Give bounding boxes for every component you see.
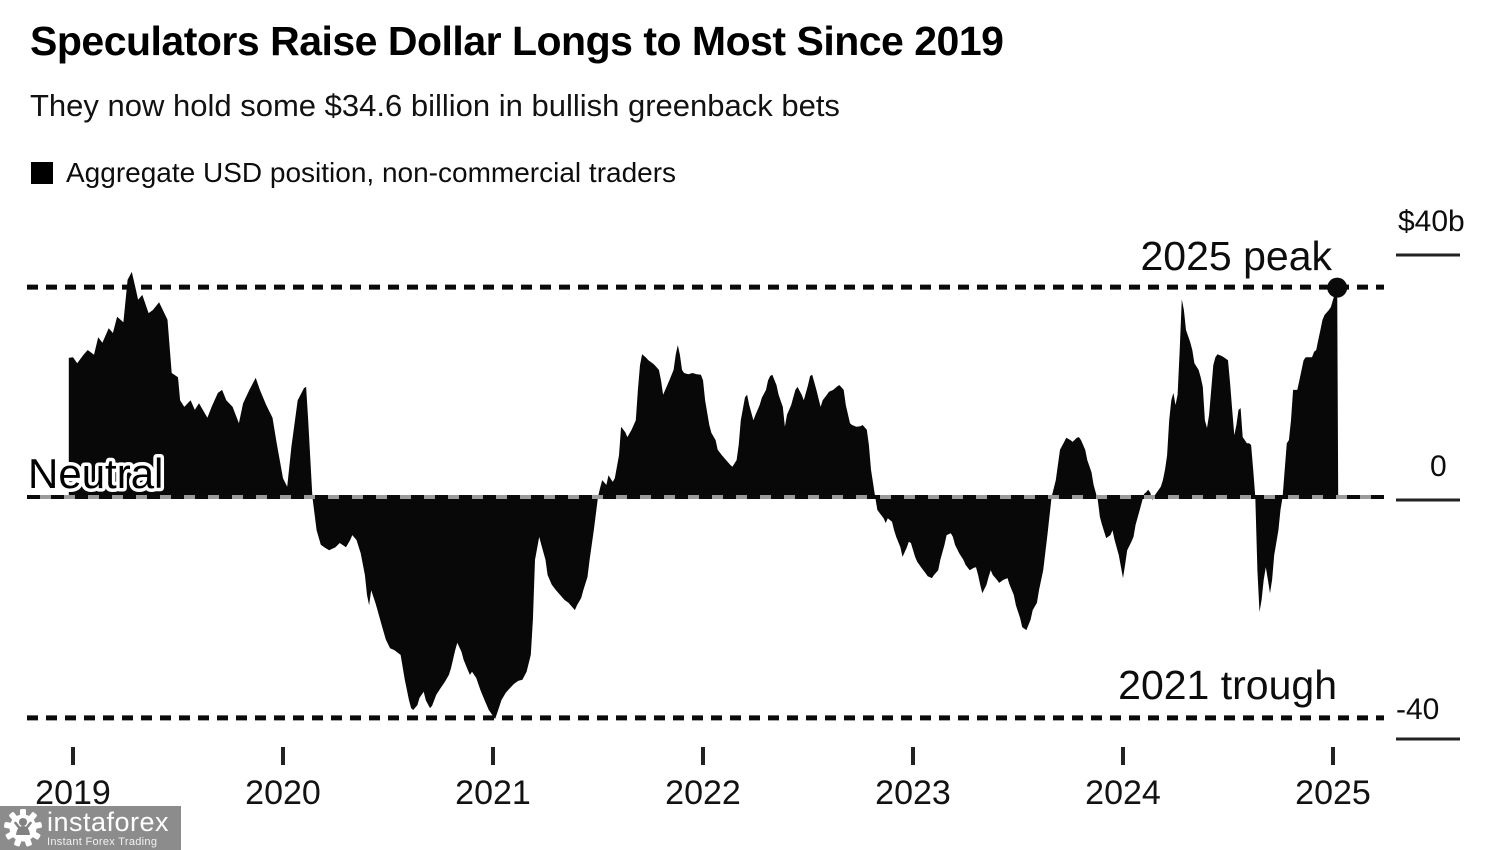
watermark: instaforex Instant Forex Trading	[0, 806, 181, 850]
y-axis-label-minus40: -40	[1396, 693, 1440, 726]
latest-point-dot	[1327, 277, 1348, 298]
watermark-tagline: Instant Forex Trading	[47, 835, 158, 848]
trough-annotation: 2021 trough	[1118, 662, 1337, 708]
x-axis-label-2022: 2022	[665, 774, 741, 812]
peak-annotation: 2025 peak	[1140, 233, 1332, 279]
watermark-brand: instaforex	[47, 806, 170, 837]
page-title: Speculators Raise Dollar Longs to Most S…	[30, 18, 1004, 64]
x-axis-label-2023: 2023	[875, 774, 951, 812]
chart-subtitle: They now hold some $34.6 billion in bull…	[30, 88, 840, 123]
instaforex-gear-icon	[4, 809, 42, 847]
legend-label: Aggregate USD position, non-commercial t…	[66, 157, 677, 188]
x-axis-label-2021: 2021	[455, 774, 531, 812]
x-axis-label-2025: 2025	[1295, 774, 1371, 812]
x-axis-label-2024: 2024	[1085, 774, 1161, 812]
y-axis-label-zero: 0	[1430, 450, 1447, 483]
legend: Aggregate USD position, non-commercial t…	[31, 157, 676, 189]
legend-swatch-icon	[31, 162, 53, 184]
y-axis-label-40b: $40b	[1398, 205, 1465, 238]
x-axis-label-2020: 2020	[245, 774, 321, 812]
x-axis-label-2019: 2019	[35, 774, 111, 812]
neutral-label: Neutral	[28, 450, 163, 497]
